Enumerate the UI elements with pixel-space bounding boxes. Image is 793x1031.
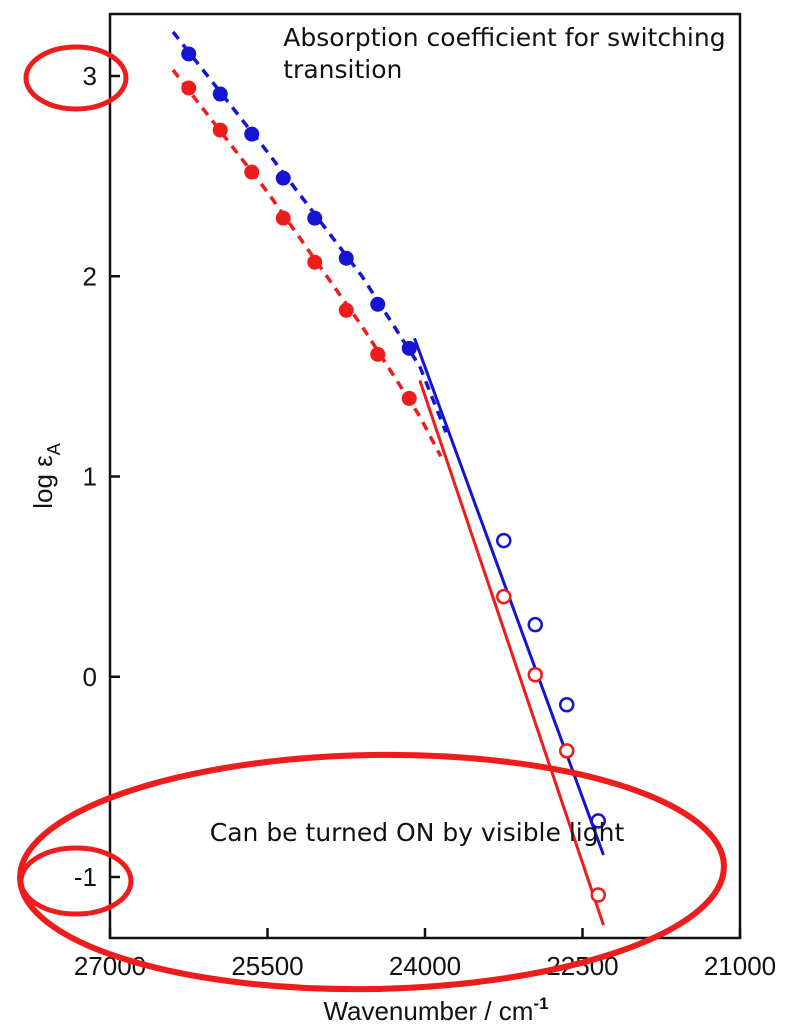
series-red-filled-point <box>370 346 386 362</box>
x-axis-label-superscript: -1 <box>533 994 548 1013</box>
y-tick-label: 0 <box>83 662 97 692</box>
x-tick-label: 24000 <box>389 951 461 981</box>
y-tick-label: 3 <box>83 61 97 91</box>
series-blue-open-point <box>590 813 606 829</box>
series-blue-open-point <box>559 697 575 713</box>
series-red-filled-point <box>307 254 323 270</box>
series-blue-filled-point <box>401 340 417 356</box>
series-red-filled-point <box>181 80 197 96</box>
series-red-filled-point <box>401 390 417 406</box>
series-blue-filled-point <box>307 210 323 226</box>
plot-layer <box>171 30 606 926</box>
series-blue-filled-point <box>244 126 260 142</box>
annotation-layer: Absorption coefficient for switching tran… <box>210 23 726 847</box>
series-red-filled-point <box>212 122 228 138</box>
annotation-text: Absorption coefficient for switching <box>283 23 725 52</box>
series-red-solid-fit-line <box>418 379 605 926</box>
y-tick-label: 2 <box>83 261 97 291</box>
labels-layer: Wavenumber / cm-1 log εA <box>28 443 549 1026</box>
series-red-dashed-fit-line <box>171 68 443 458</box>
highlight-ellipse-lower-region <box>17 751 727 993</box>
axes-layer <box>108 12 742 940</box>
series-blue-filled-point <box>212 86 228 102</box>
plot-frame <box>108 12 742 940</box>
x-tick-label: 25500 <box>231 951 303 981</box>
series-blue-filled-point <box>181 46 197 62</box>
series-red-open-point <box>496 588 512 605</box>
series-red-filled-point <box>244 164 260 180</box>
annotation-text: transition <box>283 55 402 84</box>
highlight-layer <box>17 44 727 993</box>
series-red-open-point <box>590 887 606 903</box>
highlight-ellipse-y3 <box>23 44 129 112</box>
series-blue-open-point <box>496 532 512 549</box>
annotation-text: Can be turned ON by visible light <box>210 818 625 847</box>
y-axis-label: log εA <box>28 443 64 509</box>
x-axis-label: Wavenumber / cm-1 <box>323 994 548 1026</box>
series-blue-filled-point <box>275 170 291 186</box>
series-red-open-point <box>559 743 575 759</box>
y-tick-label: 1 <box>83 462 97 492</box>
series-blue-dashed-fit-line <box>171 30 448 434</box>
x-tick-label: 21000 <box>704 951 776 981</box>
series-blue-filled-point <box>370 296 386 312</box>
series-red-filled-point <box>338 302 354 318</box>
series-red-filled-point <box>275 210 291 226</box>
y-axis-label-subscript: A <box>44 443 64 455</box>
y-tick-label: -1 <box>74 862 97 892</box>
series-blue-open-point <box>527 616 543 633</box>
series-red-open-point <box>527 666 543 683</box>
series-blue-filled-point <box>338 250 354 266</box>
